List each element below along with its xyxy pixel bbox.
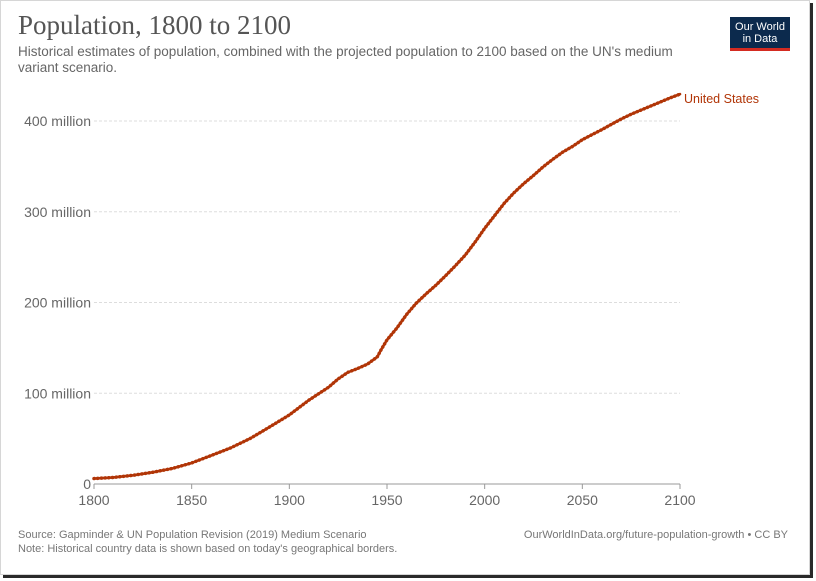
series-labels: United States: [684, 92, 759, 106]
footer-source-block: Source: Gapminder & UN Population Revisi…: [18, 528, 397, 556]
line-chart: 0 100 million 200 million 300 million 400 mi…: [24, 92, 759, 508]
axes: 0 100 million 200 million 300 million 400 mi…: [24, 113, 696, 508]
x-tick-label: 1800: [78, 492, 109, 508]
series-label: United States: [684, 92, 759, 106]
series-lines: [92, 92, 682, 481]
source-text: Source: Gapminder & UN Population Revisi…: [18, 529, 367, 541]
y-tick-label: 300 million: [24, 204, 91, 220]
y-tick-label: 100 million: [24, 385, 91, 401]
y-tick-label: 200 million: [24, 295, 91, 311]
footer-link[interactable]: OurWorldInData.org/future-population-gro…: [523, 529, 788, 541]
logo-line-1: Our World: [735, 21, 785, 33]
note-text: Note: Historical country data is shown b…: [18, 543, 398, 555]
x-tick-label: 2100: [664, 492, 695, 508]
x-tick-label: 2050: [567, 492, 598, 508]
owid-logo[interactable]: Our World in Data: [730, 17, 790, 51]
x-tick-label: 2000: [469, 492, 500, 508]
logo-line-2: in Data: [742, 33, 778, 45]
x-tick-label: 1950: [371, 492, 402, 508]
x-tick-label: 1850: [176, 492, 207, 508]
grid-lines: [94, 120, 680, 394]
y-tick-label: 400 million: [24, 113, 91, 129]
y-tick-label: 0: [83, 476, 91, 492]
chart-title: Population, 1800 to 2100: [18, 10, 292, 40]
series-line-dots: [92, 92, 682, 481]
chart-subtitle: Historical estimates of population, comb…: [18, 44, 673, 75]
x-tick-label: 1900: [274, 492, 305, 508]
series-line[interactable]: [92, 92, 682, 480]
